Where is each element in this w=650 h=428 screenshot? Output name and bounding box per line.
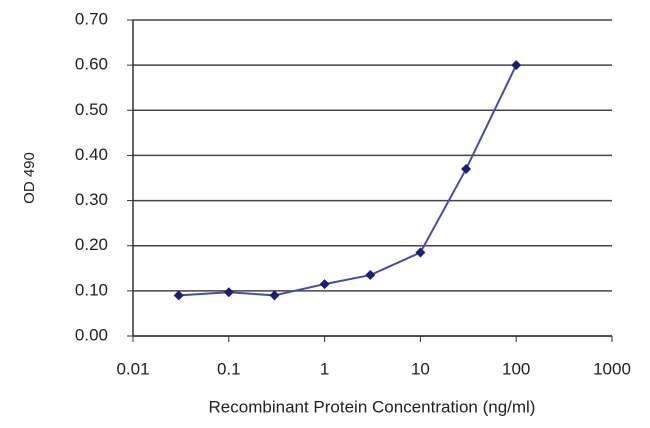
x-tick-label: 1000 bbox=[593, 359, 631, 378]
y-tick-label: 0.30 bbox=[75, 190, 108, 209]
data-point bbox=[415, 247, 426, 258]
y-tick-label: 0.70 bbox=[75, 9, 108, 28]
x-tick-label: 0.1 bbox=[217, 359, 241, 378]
y-tick-label: 0.20 bbox=[75, 235, 108, 254]
x-tick-label: 1 bbox=[320, 359, 329, 378]
y-tick-label: 0.50 bbox=[75, 100, 108, 119]
x-tick-label: 100 bbox=[502, 359, 530, 378]
y-tick-label: 0.40 bbox=[75, 145, 108, 164]
x-tick-label: 10 bbox=[411, 359, 430, 378]
data-point bbox=[269, 290, 280, 301]
y-tick-label: 0.10 bbox=[75, 280, 108, 299]
series-line bbox=[178, 64, 518, 297]
data-point bbox=[319, 279, 330, 290]
data-point bbox=[223, 287, 234, 298]
x-tick-label: 0.01 bbox=[116, 359, 149, 378]
y-tick-label: 0.00 bbox=[75, 325, 108, 344]
data-point bbox=[461, 163, 472, 174]
data-point bbox=[173, 290, 184, 301]
y-tick-label: 0.60 bbox=[75, 55, 108, 74]
data-point bbox=[365, 270, 376, 281]
x-axis-title: Recombinant Protein Concentration (ng/ml… bbox=[209, 397, 536, 416]
y-axis-title: OD 490 bbox=[21, 152, 38, 204]
data-point bbox=[511, 60, 522, 71]
